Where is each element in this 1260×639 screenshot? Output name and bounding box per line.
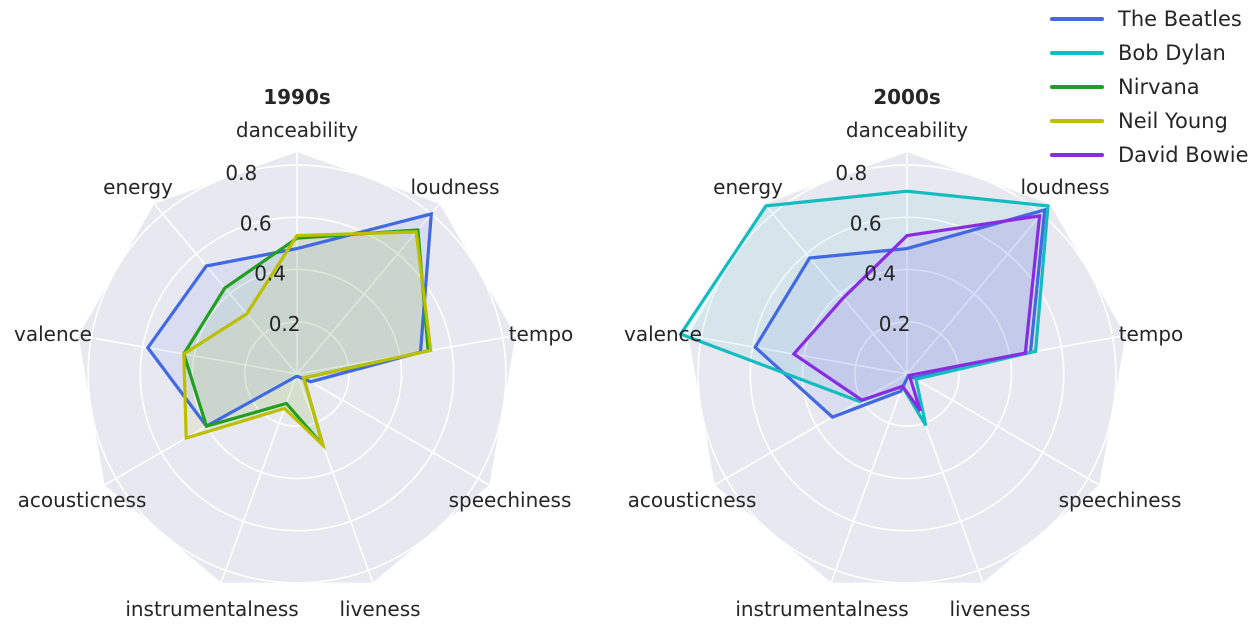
legend-swatch (1050, 153, 1104, 157)
axis-label-instrumentalness: instrumentalness (735, 597, 908, 621)
radar-spoke (906, 203, 1051, 375)
radar-spoke (830, 373, 908, 583)
radial-tick-label: 0.8 (225, 161, 257, 185)
legend-swatch (1050, 51, 1104, 55)
series-area-the-beatles (147, 213, 432, 427)
axis-label-danceability: danceability (236, 118, 358, 142)
axis-label-valence: valence (624, 322, 702, 346)
legend-swatch (1050, 17, 1104, 21)
legend-item-nirvana: Nirvana (1050, 70, 1260, 104)
axis-label-speechiness: speechiness (449, 488, 572, 512)
axis-label-acousticness: acousticness (18, 488, 147, 512)
legend-label: David Bowie (1118, 143, 1249, 167)
axis-label-acousticness: acousticness (628, 488, 757, 512)
legend-item-neil-young: Neil Young (1050, 104, 1260, 138)
legend-swatch (1050, 85, 1104, 89)
series-area-nirvana (183, 229, 429, 446)
radar-panel-2000s: 0.2 0.4 0.6 0.8 danceability loudness tempo spe… (624, 85, 1183, 621)
legend-item-bob-dylan: Bob Dylan (1050, 36, 1260, 70)
series-area-neil-young (183, 231, 431, 446)
radar-spoke (78, 334, 298, 375)
radial-tick-label: 0.6 (850, 211, 882, 235)
legend-label: Neil Young (1118, 109, 1228, 133)
chart-title: 2000s (873, 85, 941, 109)
radar-spoke (296, 373, 374, 583)
radar-spoke (763, 203, 908, 375)
axis-label-danceability: danceability (846, 118, 968, 142)
legend-label: Nirvana (1118, 75, 1200, 99)
axis-label-valence: valence (14, 322, 92, 346)
radial-tick-label: 0.2 (269, 312, 301, 336)
axis-label-energy: energy (103, 175, 173, 199)
series-line-david-bowie (791, 214, 1042, 412)
series-line-the-beatles (145, 211, 434, 429)
axis-label-energy: energy (713, 175, 783, 199)
radial-tick-label: 0.2 (879, 312, 911, 336)
radar-spoke (714, 373, 908, 486)
axis-label-liveness: liveness (339, 597, 420, 621)
legend-label: The Beatles (1118, 7, 1242, 31)
radar-spoke (296, 373, 490, 486)
radial-tick-label: 0.4 (254, 262, 286, 286)
axis-label-instrumentalness: instrumentalness (125, 597, 298, 621)
series-line-neil-young (182, 230, 433, 451)
axis-label-tempo: tempo (509, 322, 574, 346)
axis-label-loudness: loudness (411, 175, 500, 199)
series-area-the-beatles (755, 209, 1045, 418)
legend-item-david-bowie: David Bowie (1050, 138, 1260, 172)
chart-title: 1990s (263, 85, 331, 109)
axis-label-loudness: loudness (1021, 175, 1110, 199)
series-line-the-beatles (753, 207, 1047, 419)
legend-label: Bob Dylan (1118, 41, 1226, 65)
axis-label-liveness: liveness (949, 597, 1030, 621)
legend-swatch (1050, 119, 1104, 123)
legend: The Beatles Bob Dylan Nirvana Neil Young… (1050, 2, 1260, 172)
axis-label-speechiness: speechiness (1059, 488, 1182, 512)
legend-item-the-beatles: The Beatles (1050, 2, 1260, 36)
radar-panel-1990s: 0.2 0.4 0.6 0.8 danceability loudness tempo spe… (14, 85, 573, 621)
series-line-bob-dylan (678, 189, 1050, 427)
radial-tick-label: 0.4 (864, 262, 896, 286)
radar-spoke (906, 373, 1100, 486)
radial-tick-label: 0.8 (835, 161, 867, 185)
axis-label-tempo: tempo (1119, 322, 1184, 346)
radial-tick-label: 0.6 (240, 211, 272, 235)
